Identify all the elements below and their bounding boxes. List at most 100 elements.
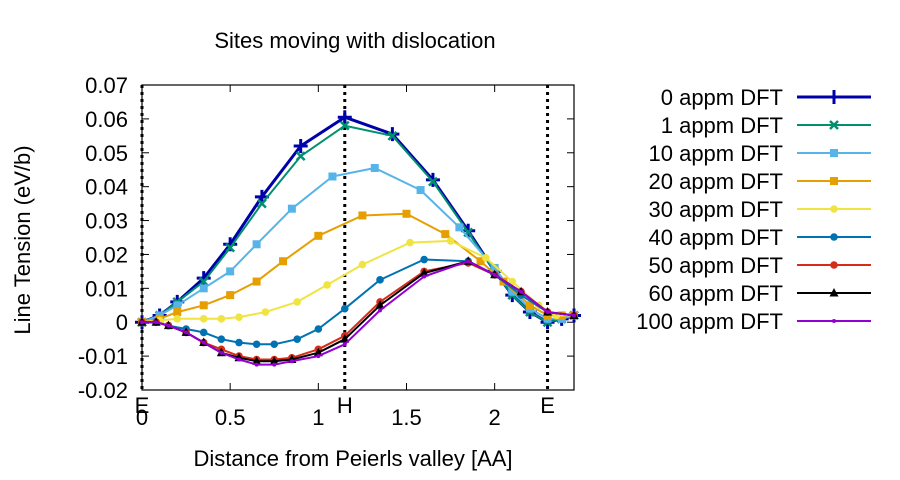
legend-marker [830,177,838,185]
data-point [236,357,241,362]
data-point [279,257,288,266]
data-point [378,308,383,313]
data-point [269,356,279,365]
data-point [199,301,208,310]
legend-entry: 1 appm DFT [661,113,871,138]
data-point [199,284,208,293]
reference-line-label: H [337,393,353,418]
legend-entry: 50 appm DFT [649,253,871,278]
data-point [199,315,208,323]
legend: 0 appm DFT 1 appm DFT 10 appm DFT 20 appm D… [636,85,871,334]
data-point [519,289,524,294]
data-point [219,350,224,355]
plot-frame [141,84,575,391]
data-point [337,110,352,125]
data-point [476,257,485,266]
legend-label: 20 appm DFT [649,169,784,194]
data-point [420,255,428,264]
y-tick-label: -0.01 [78,344,128,369]
data-point [173,308,182,317]
data-point [225,242,236,253]
data-point [235,338,243,347]
data-point [154,320,159,325]
data-point [376,276,384,284]
legend-marker [827,90,841,104]
data-point [295,151,306,162]
data-point [166,323,171,328]
legend-label: 40 appm DFT [649,225,784,250]
data-point [217,335,226,343]
data-point [342,342,347,347]
y-tick-label: 0.01 [85,276,128,301]
data-point [358,211,367,220]
data-point [314,325,323,333]
legend-entry: 40 appm DFT [649,225,871,250]
data-point [293,298,301,306]
data-point [466,259,471,264]
data-point [339,120,350,131]
data-point [293,335,301,343]
legend-entry: 60 appm DFT [649,281,871,306]
x-tick-label: 1.5 [391,405,422,430]
data-point [316,354,321,359]
y-axis-label: Line Tension (eV/b) [10,145,35,334]
reference-line-label: E [135,393,150,418]
data-point [198,276,209,287]
plot-area: -0.02 -0.01 0 0.01 0.02 0.03 0.04 0.05 0.06 0.07 0… [78,73,581,430]
legend-marker [829,120,839,130]
data-point [235,313,243,321]
data-point [340,334,350,343]
legend-marker [830,205,838,213]
data-point [226,267,235,276]
data-point [254,362,259,367]
data-point [340,304,349,313]
y-tick-label: 0.03 [85,209,128,234]
data-point [508,287,517,296]
data-point [252,340,261,349]
data-point [358,260,367,269]
data-point [272,362,277,367]
legend-label: 100 appm DFT [636,309,783,334]
x-tick-label: 0.5 [215,405,246,430]
legend-label: 60 appm DFT [649,281,784,306]
series-8 [140,259,576,367]
legend-label: 0 appm DFT [661,85,783,110]
y-tick-label: 0.05 [85,141,128,166]
data-point [261,308,270,316]
data-point [482,254,490,262]
y-tick-label: 0.07 [85,73,128,98]
legend-entry: 100 appm DFT [636,309,871,334]
data-point [270,340,279,349]
data-point [422,274,427,279]
chart-title: Sites moving with dislocation [214,28,495,53]
x-axis-label: Distance from Peierls valley [AA] [193,446,512,471]
legend-entry: 30 appm DFT [649,197,871,222]
data-point [217,315,226,323]
data-point [441,230,450,239]
legend-marker [829,288,839,297]
legend-marker [832,319,836,323]
data-point [406,238,414,247]
legend-label: 30 appm DFT [649,197,784,222]
data-point [375,300,385,309]
data-point [252,240,261,249]
data-point [508,277,517,286]
legend-entry: 20 appm DFT [649,169,871,194]
data-point [140,320,144,325]
data-point [173,315,182,323]
y-tick-label: 0.06 [85,107,128,132]
y-tick-label: 0.02 [85,242,128,267]
data-point [314,231,323,240]
y-tick-label: 0.04 [85,175,128,200]
data-point [428,176,438,187]
data-point [419,268,429,277]
data-point [402,209,411,218]
data-point [572,313,576,318]
legend-marker [830,233,838,241]
x-tick-label: 2 [489,405,501,430]
data-point [545,310,550,315]
data-point [201,340,206,345]
legend-entry: 10 appm DFT [649,141,871,166]
data-point [289,359,294,364]
